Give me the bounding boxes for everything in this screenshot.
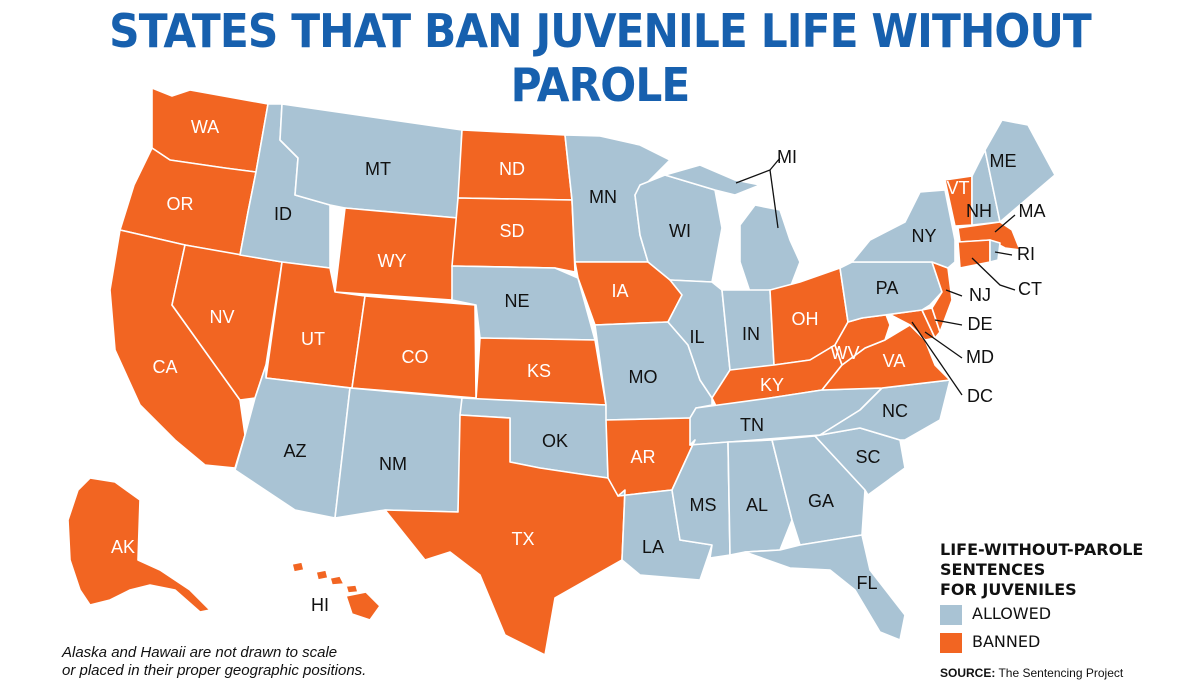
state-label-md: MD: [966, 347, 994, 367]
legend-banned-label: BANNED: [972, 632, 1041, 651]
legend-title: LIFE-WITHOUT-PAROLE SENTENCES FOR JUVENI…: [940, 540, 1180, 600]
state-label-nh: NH: [966, 201, 992, 221]
state-ak[interactable]: [67, 477, 211, 613]
state-label-wa: WA: [191, 117, 219, 137]
state-label-sc: SC: [855, 447, 880, 467]
legend-allowed-label: ALLOWED: [972, 604, 1052, 623]
state-label-ia: IA: [611, 281, 628, 301]
state-label-va: VA: [883, 351, 906, 371]
state-label-nv: NV: [209, 307, 234, 327]
state-label-ms: MS: [690, 495, 717, 515]
state-label-mt: MT: [365, 159, 391, 179]
state-label-nm: NM: [379, 454, 407, 474]
state-label-ca: CA: [152, 357, 177, 377]
state-label-il: IL: [689, 327, 704, 347]
state-tx[interactable]: [384, 414, 626, 656]
state-label-mi: MI: [777, 147, 797, 167]
state-label-fl: FL: [856, 573, 877, 593]
state-label-ri: RI: [1017, 244, 1035, 264]
state-sd[interactable]: [451, 197, 576, 273]
state-fl[interactable]: [744, 534, 906, 641]
state-label-ok: OK: [542, 431, 568, 451]
source-text: The Sentencing Project: [998, 666, 1124, 680]
state-label-nj: NJ: [969, 285, 991, 305]
state-label-ar: AR: [630, 447, 655, 467]
footnote: Alaska and Hawaii are not drawn to scale…: [62, 644, 366, 680]
state-label-az: AZ: [283, 441, 306, 461]
state-label-la: LA: [642, 537, 664, 557]
state-me[interactable]: [984, 119, 1056, 223]
state-label-in: IN: [742, 324, 760, 344]
state-label-mo: MO: [629, 367, 658, 387]
state-label-de: DE: [967, 314, 992, 334]
state-label-nd: ND: [499, 159, 525, 179]
state-label-ma: MA: [1019, 201, 1046, 221]
state-label-ak: AK: [111, 537, 135, 557]
state-mi[interactable]: [739, 204, 801, 293]
banned-swatch: [940, 632, 962, 653]
allowed-swatch: [940, 604, 962, 625]
source-credit: SOURCE: The Sentencing Project: [940, 666, 1123, 680]
state-label-wy: WY: [378, 251, 407, 271]
state-label-hi: HI: [311, 595, 329, 615]
map-title: STATES THAT BAN JUVENILE LIFE WITHOUT PA…: [109, 4, 1092, 112]
state-label-vt: VT: [946, 178, 969, 198]
footnote-line: or placed in their proper geographic pos…: [62, 662, 367, 679]
state-label-sd: SD: [499, 221, 524, 241]
footnote-line: Alaska and Hawaii are not drawn to scale: [62, 644, 338, 661]
state-hi[interactable]: [291, 561, 381, 621]
state-label-ne: NE: [504, 291, 529, 311]
state-label-oh: OH: [792, 309, 819, 329]
state-ri[interactable]: [989, 239, 1001, 263]
state-label-ny: NY: [911, 226, 936, 246]
state-il[interactable]: [667, 279, 731, 399]
state-label-ks: KS: [527, 361, 551, 381]
state-label-ut: UT: [301, 329, 325, 349]
legend-title-line: SENTENCES: [940, 560, 1046, 579]
state-label-ga: GA: [808, 491, 834, 511]
legend-banned: BANNED: [940, 632, 1040, 653]
legend-allowed: ALLOWED: [940, 604, 1051, 625]
legend-title-line: LIFE-WITHOUT-PAROLE: [940, 540, 1144, 559]
legend-title-line: FOR JUVENILES: [940, 580, 1077, 599]
state-label-al: AL: [746, 495, 768, 515]
state-ny[interactable]: [851, 189, 956, 269]
state-label-wv: WV: [831, 343, 860, 363]
state-label-pa: PA: [876, 278, 899, 298]
state-label-me: ME: [990, 151, 1017, 171]
state-label-tn: TN: [740, 415, 764, 435]
state-label-wi: WI: [669, 221, 691, 241]
state-label-or: OR: [167, 194, 194, 214]
state-ct[interactable]: [957, 239, 991, 269]
source-label: SOURCE:: [940, 666, 996, 680]
state-label-tx: TX: [511, 529, 534, 549]
state-mi-up[interactable]: [664, 164, 761, 196]
callout-lines: [735, 157, 1016, 396]
state-label-nc: NC: [882, 401, 908, 421]
state-label-co: CO: [402, 347, 429, 367]
state-label-ky: KY: [760, 375, 784, 395]
state-label-dc: DC: [967, 386, 993, 406]
state-label-ct: CT: [1018, 279, 1042, 299]
state-label-id: ID: [274, 204, 292, 224]
state-label-mn: MN: [589, 187, 617, 207]
state-nc[interactable]: [819, 379, 951, 441]
